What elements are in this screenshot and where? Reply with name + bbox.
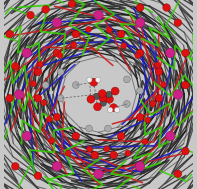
Circle shape — [137, 87, 143, 94]
Circle shape — [22, 131, 31, 141]
Circle shape — [98, 90, 106, 98]
Circle shape — [12, 62, 19, 70]
Circle shape — [121, 43, 127, 49]
Circle shape — [174, 170, 182, 178]
Circle shape — [34, 172, 42, 180]
Circle shape — [154, 62, 161, 68]
Circle shape — [91, 151, 98, 159]
Circle shape — [53, 49, 61, 57]
Circle shape — [104, 146, 110, 152]
Circle shape — [124, 101, 130, 107]
Circle shape — [94, 169, 103, 179]
Circle shape — [87, 95, 95, 103]
Circle shape — [124, 76, 130, 83]
Circle shape — [135, 162, 145, 171]
Circle shape — [173, 90, 183, 99]
Circle shape — [52, 18, 62, 27]
Circle shape — [136, 4, 144, 11]
Circle shape — [68, 0, 76, 8]
Circle shape — [37, 61, 43, 67]
Circle shape — [135, 53, 141, 59]
Circle shape — [72, 132, 80, 140]
Circle shape — [53, 113, 61, 121]
Circle shape — [41, 100, 47, 106]
Circle shape — [155, 94, 163, 102]
Circle shape — [110, 104, 118, 112]
Circle shape — [22, 48, 31, 58]
Circle shape — [71, 42, 77, 48]
Circle shape — [6, 30, 13, 38]
Circle shape — [99, 94, 107, 102]
Circle shape — [86, 125, 92, 132]
Circle shape — [57, 95, 64, 102]
Circle shape — [93, 93, 100, 100]
Circle shape — [114, 107, 120, 113]
Circle shape — [86, 26, 92, 32]
Circle shape — [90, 78, 98, 86]
Circle shape — [110, 151, 117, 159]
Circle shape — [182, 147, 189, 155]
Circle shape — [94, 10, 103, 20]
Circle shape — [136, 113, 144, 121]
Circle shape — [117, 132, 125, 140]
Circle shape — [135, 18, 145, 27]
Circle shape — [174, 19, 182, 26]
Circle shape — [49, 138, 55, 144]
Circle shape — [34, 94, 42, 102]
Circle shape — [155, 68, 163, 76]
Circle shape — [34, 68, 42, 76]
Circle shape — [166, 131, 175, 141]
Circle shape — [94, 103, 101, 111]
Circle shape — [14, 90, 24, 99]
Circle shape — [57, 68, 64, 75]
Circle shape — [136, 49, 144, 57]
Circle shape — [46, 116, 52, 122]
Circle shape — [166, 48, 175, 58]
Circle shape — [52, 162, 62, 171]
Circle shape — [150, 101, 156, 107]
Circle shape — [6, 94, 13, 102]
Circle shape — [145, 117, 151, 123]
Circle shape — [72, 30, 80, 38]
Circle shape — [160, 82, 166, 88]
Circle shape — [142, 139, 148, 145]
Circle shape — [87, 77, 92, 82]
Circle shape — [65, 150, 71, 156]
Circle shape — [111, 87, 119, 95]
Circle shape — [27, 11, 34, 19]
Circle shape — [12, 163, 19, 170]
Circle shape — [182, 81, 189, 89]
Circle shape — [30, 81, 36, 87]
Circle shape — [117, 30, 125, 38]
Circle shape — [57, 52, 63, 58]
Circle shape — [105, 125, 111, 132]
Circle shape — [125, 150, 131, 156]
Circle shape — [42, 6, 49, 13]
Circle shape — [106, 91, 112, 98]
Circle shape — [106, 27, 112, 33]
Circle shape — [108, 107, 113, 113]
Circle shape — [86, 146, 92, 152]
Circle shape — [182, 49, 189, 57]
Circle shape — [42, 82, 49, 88]
Circle shape — [163, 4, 170, 11]
Circle shape — [96, 77, 101, 82]
Circle shape — [105, 95, 113, 103]
Circle shape — [72, 82, 79, 88]
Circle shape — [100, 100, 106, 106]
